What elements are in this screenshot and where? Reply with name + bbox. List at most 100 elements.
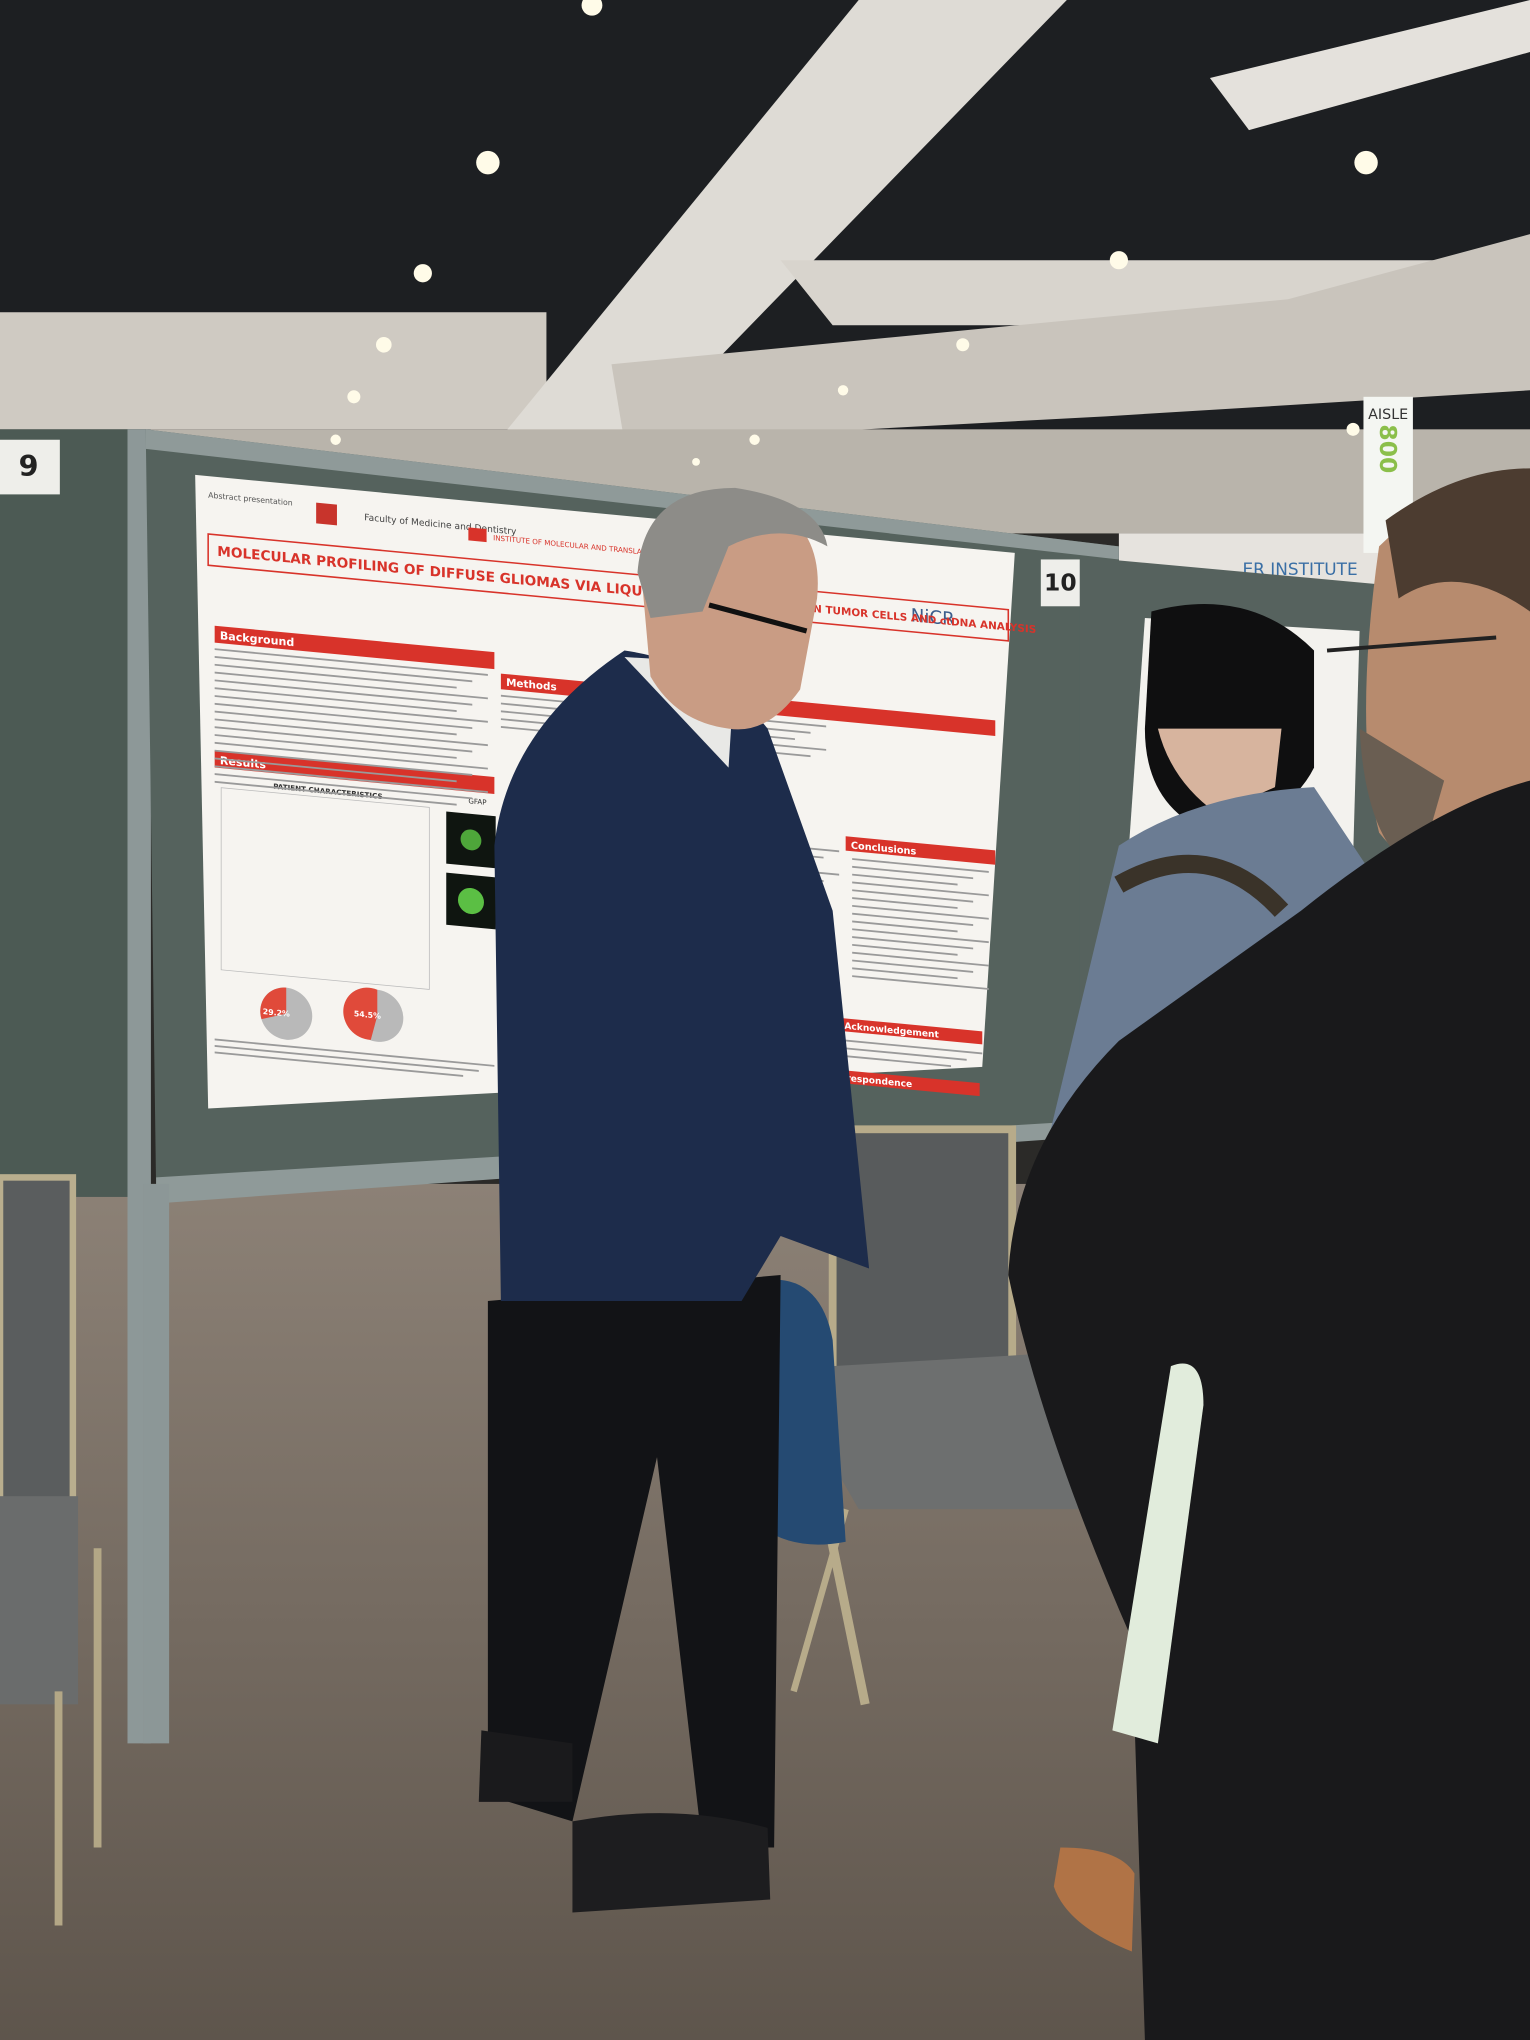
stroke [214,741,488,770]
boards-left-number: 9 [19,449,39,483]
stroke [214,1051,464,1077]
banner: ER INSTITUTE [1242,559,1357,579]
light [956,338,970,352]
group [330,0,1378,466]
stroke [214,1045,479,1072]
panel [0,429,146,1197]
stroke [839,1046,967,1061]
shape [145,429,1119,560]
panel [828,1125,1017,1381]
stroke [214,687,457,712]
stroke [214,1038,495,1067]
figure [1157,728,1282,814]
stroke [214,702,473,730]
light [1109,251,1128,270]
panel [836,1069,980,1097]
stroke [214,718,488,747]
stroke [852,943,958,956]
panel [0,312,547,430]
panel [839,1017,983,1045]
shape [1209,0,1530,131]
stroke [214,648,488,676]
stroke [852,975,989,990]
poster-figure-label: GFAP [468,796,487,807]
stroke [852,951,989,967]
stroke [852,936,974,950]
light [692,457,700,466]
stroke [214,780,457,806]
stroke [852,889,974,903]
panel [316,502,337,526]
stroke [214,726,473,753]
figure [478,1730,573,1802]
stroke [852,897,958,909]
panel [214,625,495,670]
stroke [214,765,488,793]
stroke [852,881,989,897]
stroke [214,656,473,683]
stroke [852,865,974,880]
figure [1112,1363,1204,1744]
light [347,390,361,404]
figure [1385,468,1530,612]
panel [220,787,430,990]
stroke [214,679,473,706]
aisle-sign-number: 800 [1374,424,1402,473]
aisle-sign-label: AISLE [1368,407,1408,423]
stroke [214,749,473,776]
poster-pie-labels-1: 54.5% [354,1009,381,1021]
figure [637,487,828,618]
figure [1326,635,1497,653]
light [1346,422,1360,436]
stroke [708,602,808,634]
light [476,150,500,175]
figure [260,987,287,1020]
light [581,0,603,16]
stroke [214,773,473,800]
stroke [852,928,989,944]
stroke [852,967,958,980]
panel [0,1496,79,1705]
stroke [214,695,488,723]
panel [1040,559,1080,607]
stroke [839,1039,983,1055]
stroke [852,912,974,927]
panel [845,836,996,865]
figure [1114,854,1289,917]
panel [0,439,60,495]
light [375,336,392,353]
figure [343,987,378,1040]
light [413,264,432,283]
stroke [839,1054,952,1068]
stroke [214,710,457,736]
panel [468,527,487,543]
stroke [852,858,989,873]
light [837,385,849,396]
stroke [852,873,958,886]
light [1354,150,1378,175]
stroke [214,671,488,700]
figure [487,1275,781,1848]
stroke [214,757,457,783]
stroke [852,920,958,933]
stroke [214,663,457,689]
boards-center-number: 10 [1044,569,1077,597]
stroke [852,904,989,920]
light [330,434,341,445]
figure [494,650,870,1302]
light [749,434,760,445]
light [460,829,482,851]
poster-logo: NiCR [911,605,955,630]
figure [1053,1847,1135,1952]
poster-sections-1: Methods [506,677,557,694]
light [457,887,484,915]
shape [507,0,1067,469]
stroke [214,734,457,759]
figure [572,1813,771,1913]
poster-pie-labels-0: 29.2% [263,1007,290,1019]
panel [207,533,1010,642]
stroke [852,959,974,973]
